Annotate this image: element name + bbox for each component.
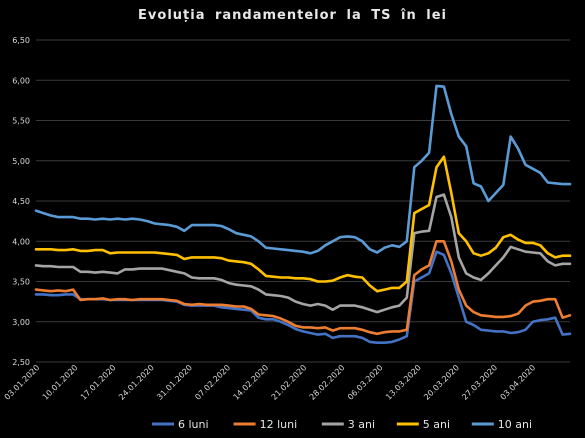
y-tick-label: 4,00 [12, 237, 30, 246]
y-tick-label: 2,50 [12, 358, 30, 367]
legend-label: 6 luni [178, 418, 209, 431]
x-tick-label: 27.03.2020 [460, 363, 499, 402]
x-tick-label: 03.01.2020 [3, 363, 42, 402]
x-tick-label: 31.01.2020 [155, 363, 194, 402]
legend-label: 12 luni [260, 418, 298, 431]
y-tick-label: 5,50 [12, 117, 30, 126]
x-tick-label: 17.01.2020 [79, 363, 118, 402]
y-tick-label: 6,50 [12, 36, 30, 45]
x-tick-label: 14.02.2020 [232, 363, 271, 402]
x-tick-label: 10.01.2020 [41, 363, 80, 402]
y-tick-label: 5,00 [12, 157, 30, 166]
x-tick-label: 03.04.2020 [499, 363, 538, 402]
series-line-6-luni [34, 250, 572, 345]
y-tick-label: 6,00 [12, 76, 30, 85]
series-line-5-ani [34, 155, 572, 293]
legend-label: 3 ani [348, 418, 375, 431]
x-tick-label: 28.02.2020 [308, 363, 347, 402]
legend-label: 10 ani [498, 418, 532, 431]
series-line-3-ani [34, 193, 572, 314]
x-tick-label: 07.02.2020 [193, 363, 232, 402]
chart-title: Evoluția randamentelor la TS în lei [138, 8, 447, 23]
legend-label: 5 ani [423, 418, 450, 431]
y-tick-label: 4,50 [12, 197, 30, 206]
x-tick-label: 13.03.2020 [384, 363, 423, 402]
y-tick-label: 3,00 [12, 318, 30, 327]
series-line-10-ani [34, 84, 572, 255]
y-tick-label: 3,50 [12, 278, 30, 287]
x-tick-label: 21.02.2020 [270, 363, 309, 402]
x-tick-label: 06.03.2020 [346, 363, 385, 402]
x-tick-label: 24.01.2020 [117, 363, 156, 402]
x-tick-label: 20.03.2020 [422, 363, 461, 402]
series-line-12-luni [34, 240, 572, 336]
